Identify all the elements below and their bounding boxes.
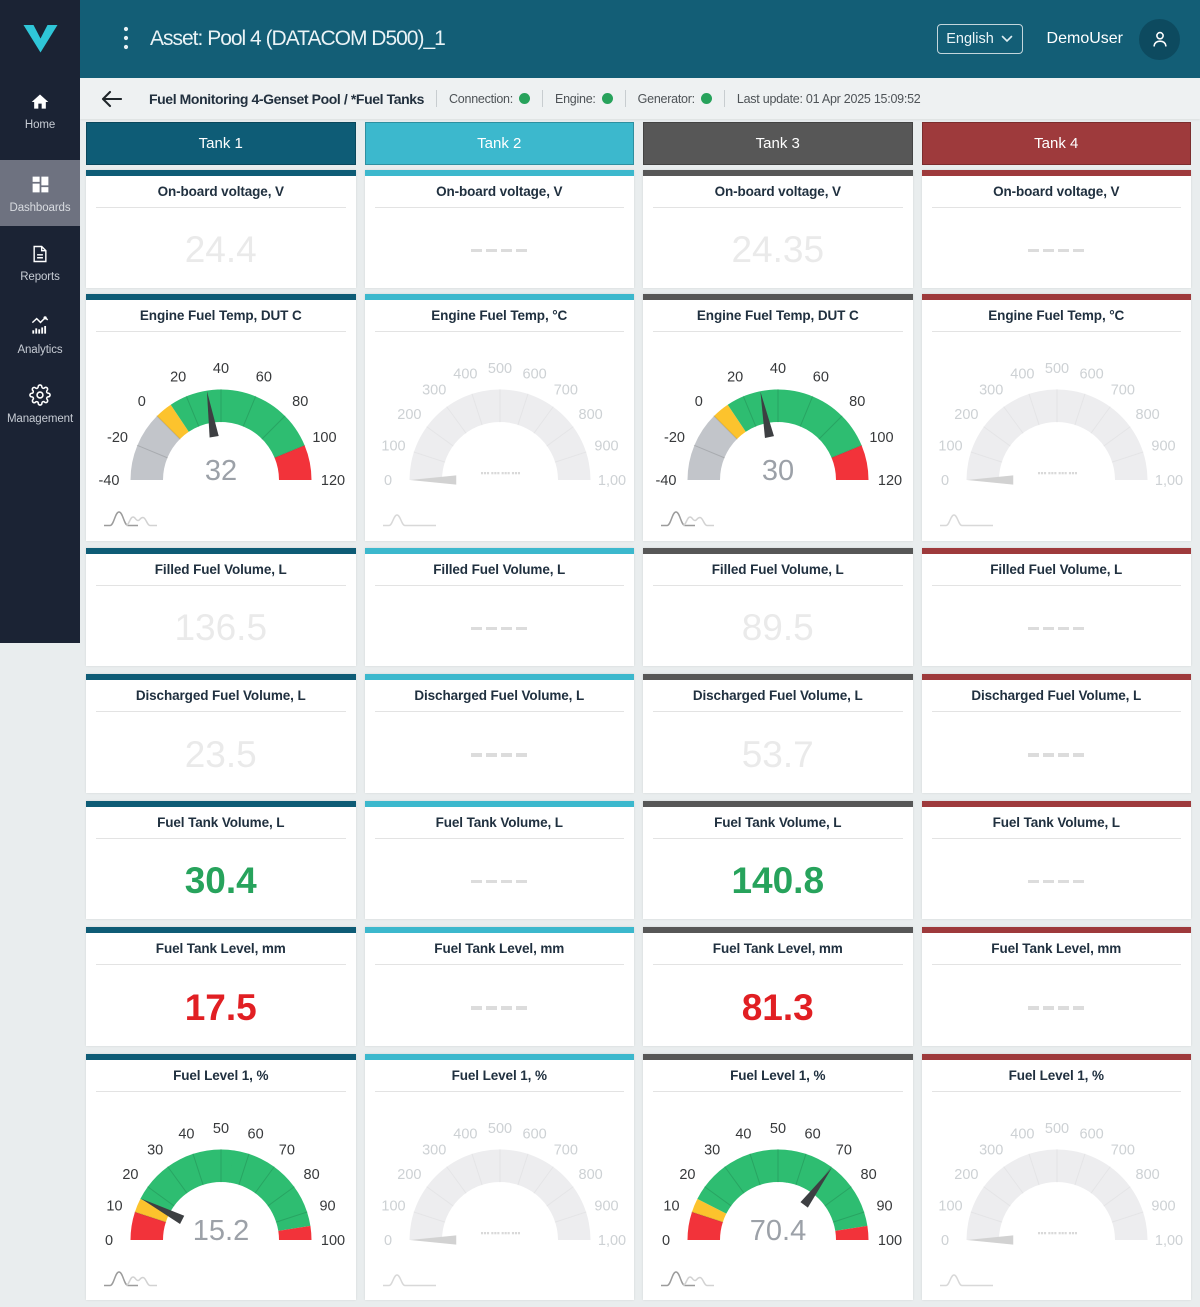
svg-text:100: 100	[938, 438, 962, 454]
svg-text:10: 10	[663, 1198, 679, 1214]
svg-text:100: 100	[312, 430, 336, 446]
svg-text:100: 100	[938, 1198, 962, 1214]
svg-text:200: 200	[954, 407, 978, 423]
svg-text:10: 10	[106, 1198, 122, 1214]
svg-text:32: 32	[205, 455, 237, 487]
svg-text:30: 30	[147, 1142, 163, 1158]
svg-text:700: 700	[1110, 382, 1134, 398]
svg-text:200: 200	[397, 1167, 421, 1183]
svg-text:700: 700	[1110, 1142, 1134, 1158]
svg-text:40: 40	[735, 1126, 751, 1142]
svg-text:20: 20	[727, 370, 743, 386]
svg-text:60: 60	[256, 370, 272, 386]
svg-text:50: 50	[770, 1121, 786, 1137]
svg-text:100: 100	[381, 1198, 405, 1214]
svg-text:-20: -20	[107, 430, 128, 446]
svg-text:400: 400	[1010, 366, 1034, 382]
svg-text:100: 100	[381, 438, 405, 454]
svg-text:500: 500	[487, 361, 511, 377]
svg-text:70: 70	[279, 1142, 295, 1158]
svg-text:0: 0	[138, 394, 146, 410]
svg-text:40: 40	[213, 361, 229, 377]
svg-text:100: 100	[878, 1233, 902, 1249]
svg-text:60: 60	[805, 1126, 821, 1142]
svg-text:800: 800	[578, 407, 602, 423]
svg-text:50: 50	[213, 1121, 229, 1137]
svg-text:1,00: 1,00	[1154, 473, 1182, 489]
svg-text:900: 900	[1151, 438, 1175, 454]
svg-text:800: 800	[1135, 407, 1159, 423]
svg-text:500: 500	[487, 1121, 511, 1137]
svg-text:1,00: 1,00	[597, 473, 625, 489]
svg-text:400: 400	[453, 1126, 477, 1142]
svg-text:300: 300	[422, 1142, 446, 1158]
svg-text:0: 0	[383, 473, 391, 489]
svg-text:-40: -40	[99, 473, 120, 489]
svg-text:80: 80	[292, 394, 308, 410]
svg-text:80: 80	[304, 1167, 320, 1183]
svg-text:90: 90	[876, 1198, 892, 1214]
svg-text:0: 0	[662, 1233, 670, 1249]
svg-text:800: 800	[1135, 1167, 1159, 1183]
svg-text:600: 600	[522, 366, 546, 382]
svg-text:700: 700	[553, 382, 577, 398]
svg-text:30: 30	[704, 1142, 720, 1158]
svg-text:70: 70	[836, 1142, 852, 1158]
svg-text:500: 500	[1044, 361, 1068, 377]
svg-text:15.2: 15.2	[193, 1215, 249, 1247]
svg-text:0: 0	[383, 1233, 391, 1249]
svg-text:800: 800	[578, 1167, 602, 1183]
svg-text:0: 0	[105, 1233, 113, 1249]
svg-text:40: 40	[770, 361, 786, 377]
svg-text:200: 200	[954, 1167, 978, 1183]
svg-text:900: 900	[594, 438, 618, 454]
svg-text:400: 400	[1010, 1126, 1034, 1142]
svg-text:600: 600	[522, 1126, 546, 1142]
svg-text:30: 30	[762, 455, 794, 487]
svg-text:60: 60	[248, 1126, 264, 1142]
svg-text:300: 300	[979, 1142, 1003, 1158]
svg-text:120: 120	[321, 473, 345, 489]
svg-text:100: 100	[321, 1233, 345, 1249]
svg-text:80: 80	[849, 394, 865, 410]
svg-text:-40: -40	[656, 473, 677, 489]
svg-text:100: 100	[869, 430, 893, 446]
svg-text:60: 60	[813, 370, 829, 386]
svg-text:200: 200	[397, 407, 421, 423]
svg-text:90: 90	[319, 1198, 335, 1214]
svg-text:120: 120	[878, 473, 902, 489]
svg-text:20: 20	[122, 1167, 138, 1183]
svg-text:0: 0	[695, 394, 703, 410]
svg-text:500: 500	[1044, 1121, 1068, 1137]
svg-text:400: 400	[453, 366, 477, 382]
svg-text:20: 20	[679, 1167, 695, 1183]
svg-text:70.4: 70.4	[750, 1215, 806, 1247]
svg-text:20: 20	[170, 370, 186, 386]
svg-text:600: 600	[1079, 1126, 1103, 1142]
svg-text:80: 80	[861, 1167, 877, 1183]
svg-text:40: 40	[178, 1126, 194, 1142]
svg-text:700: 700	[553, 1142, 577, 1158]
svg-text:0: 0	[940, 473, 948, 489]
svg-text:0: 0	[940, 1233, 948, 1249]
svg-text:1,00: 1,00	[597, 1233, 625, 1249]
svg-text:900: 900	[594, 1198, 618, 1214]
svg-text:600: 600	[1079, 366, 1103, 382]
svg-text:1,00: 1,00	[1154, 1233, 1182, 1249]
svg-text:900: 900	[1151, 1198, 1175, 1214]
svg-text:300: 300	[422, 382, 446, 398]
svg-text:-20: -20	[664, 430, 685, 446]
svg-text:300: 300	[979, 382, 1003, 398]
